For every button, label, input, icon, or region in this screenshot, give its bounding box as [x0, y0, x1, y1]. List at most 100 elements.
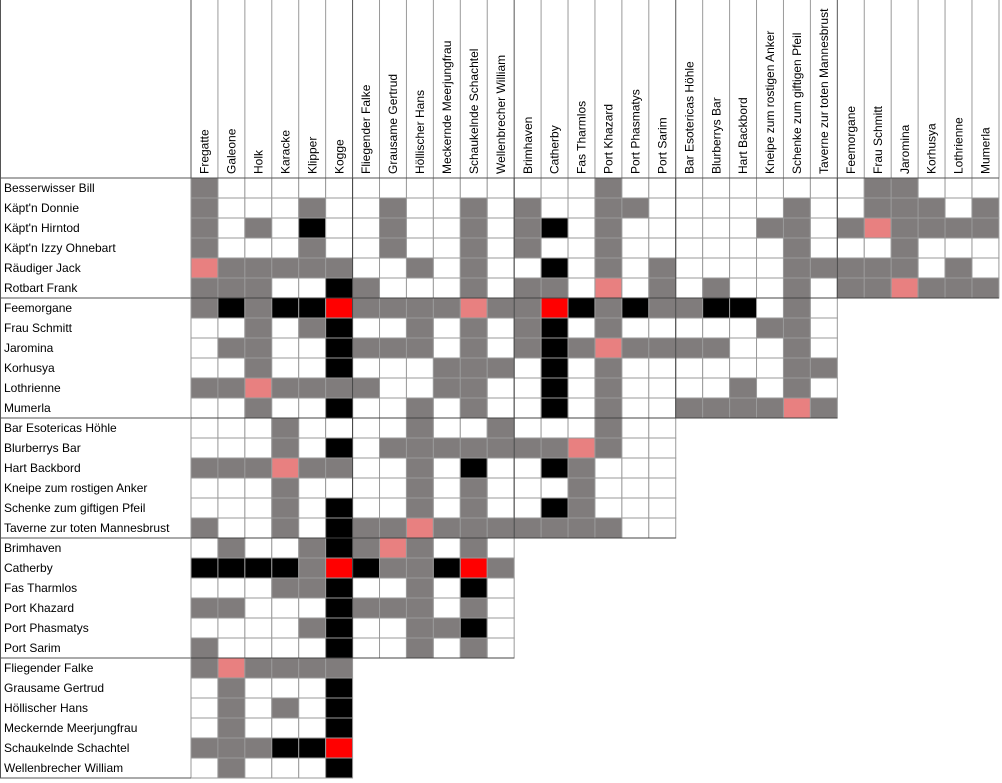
cell	[190, 337, 219, 359]
cell	[405, 497, 434, 519]
cell	[432, 217, 461, 239]
cell	[459, 217, 488, 239]
cell	[459, 397, 488, 419]
cell	[352, 497, 381, 519]
cell	[379, 197, 407, 219]
row-label: Korhusya	[4, 361, 55, 375]
cell	[379, 257, 407, 279]
cell	[675, 317, 704, 339]
cell	[594, 497, 623, 519]
cell	[298, 277, 327, 299]
cell	[621, 357, 650, 379]
cell	[486, 637, 515, 659]
row-label: Schenke zum giftigen Pfeil	[4, 501, 145, 515]
cell	[190, 357, 219, 379]
cell	[836, 257, 865, 279]
cell	[271, 657, 300, 679]
cell	[217, 417, 246, 439]
cell	[352, 517, 381, 539]
cell	[513, 477, 542, 499]
cell	[217, 397, 246, 419]
cell	[325, 657, 354, 679]
cell	[405, 437, 434, 459]
column-label: Blurberrys Bar	[709, 97, 723, 174]
cell	[567, 337, 596, 359]
cell	[352, 377, 381, 399]
cell	[217, 617, 246, 639]
cell	[648, 197, 677, 219]
cell	[379, 597, 407, 619]
cell	[325, 497, 354, 519]
cell	[459, 557, 488, 579]
cell	[675, 277, 704, 299]
cell	[594, 257, 623, 279]
cell	[271, 537, 300, 559]
cell	[405, 597, 434, 619]
cell	[325, 417, 354, 439]
cell	[486, 317, 515, 339]
cell	[648, 497, 677, 519]
cell	[190, 237, 219, 259]
cell	[190, 417, 219, 439]
cell	[244, 557, 273, 579]
column-label: Schenke zum giftigen Pfeil	[790, 33, 804, 174]
cell	[648, 337, 677, 359]
cell	[298, 517, 327, 539]
cell	[271, 517, 300, 539]
cell	[217, 437, 246, 459]
cell	[567, 177, 596, 199]
cell	[540, 477, 569, 499]
cell	[271, 617, 300, 639]
row-label: Käpt'n Donnie	[4, 201, 79, 215]
cell	[540, 277, 569, 299]
cell	[298, 357, 327, 379]
cell	[432, 517, 461, 539]
cell	[729, 237, 758, 259]
cell	[298, 537, 327, 559]
row-label: Bar Esotericas Höhle	[4, 421, 117, 435]
cell	[648, 517, 677, 539]
cell	[702, 357, 731, 379]
cell	[271, 497, 300, 519]
cell	[271, 277, 300, 299]
cell	[621, 397, 650, 419]
column-label: Fliegender Falke	[359, 84, 373, 174]
cell	[190, 697, 219, 719]
cell	[298, 697, 327, 719]
cell	[486, 437, 515, 459]
cell	[782, 377, 811, 399]
column-label: Port Phasmatys	[629, 89, 643, 174]
cell	[513, 217, 542, 239]
cell	[621, 477, 650, 499]
cell	[809, 297, 838, 319]
cell	[917, 257, 946, 279]
cell	[756, 317, 784, 339]
cell	[190, 377, 219, 399]
cell	[944, 237, 973, 259]
cell	[271, 177, 300, 199]
cell	[459, 277, 488, 299]
cell	[244, 197, 273, 219]
row-label: Hart Backbord	[4, 461, 81, 475]
cell	[594, 177, 623, 199]
cell	[917, 217, 946, 239]
cell	[244, 437, 273, 459]
cell	[405, 177, 434, 199]
cell	[486, 497, 515, 519]
cell	[405, 337, 434, 359]
row-label: Taverne zur toten Mannesbrust	[4, 521, 170, 535]
cell	[540, 517, 569, 539]
column-label: Fas Tharmlos	[575, 101, 589, 174]
cell	[190, 297, 219, 319]
cell	[298, 637, 327, 659]
cell	[325, 457, 354, 479]
cell	[432, 357, 461, 379]
cell	[917, 237, 946, 259]
cell	[756, 337, 784, 359]
cell	[513, 317, 542, 339]
cell	[944, 277, 973, 299]
cell	[513, 297, 542, 319]
cell	[271, 357, 300, 379]
cell	[459, 417, 488, 439]
cell	[190, 437, 219, 459]
